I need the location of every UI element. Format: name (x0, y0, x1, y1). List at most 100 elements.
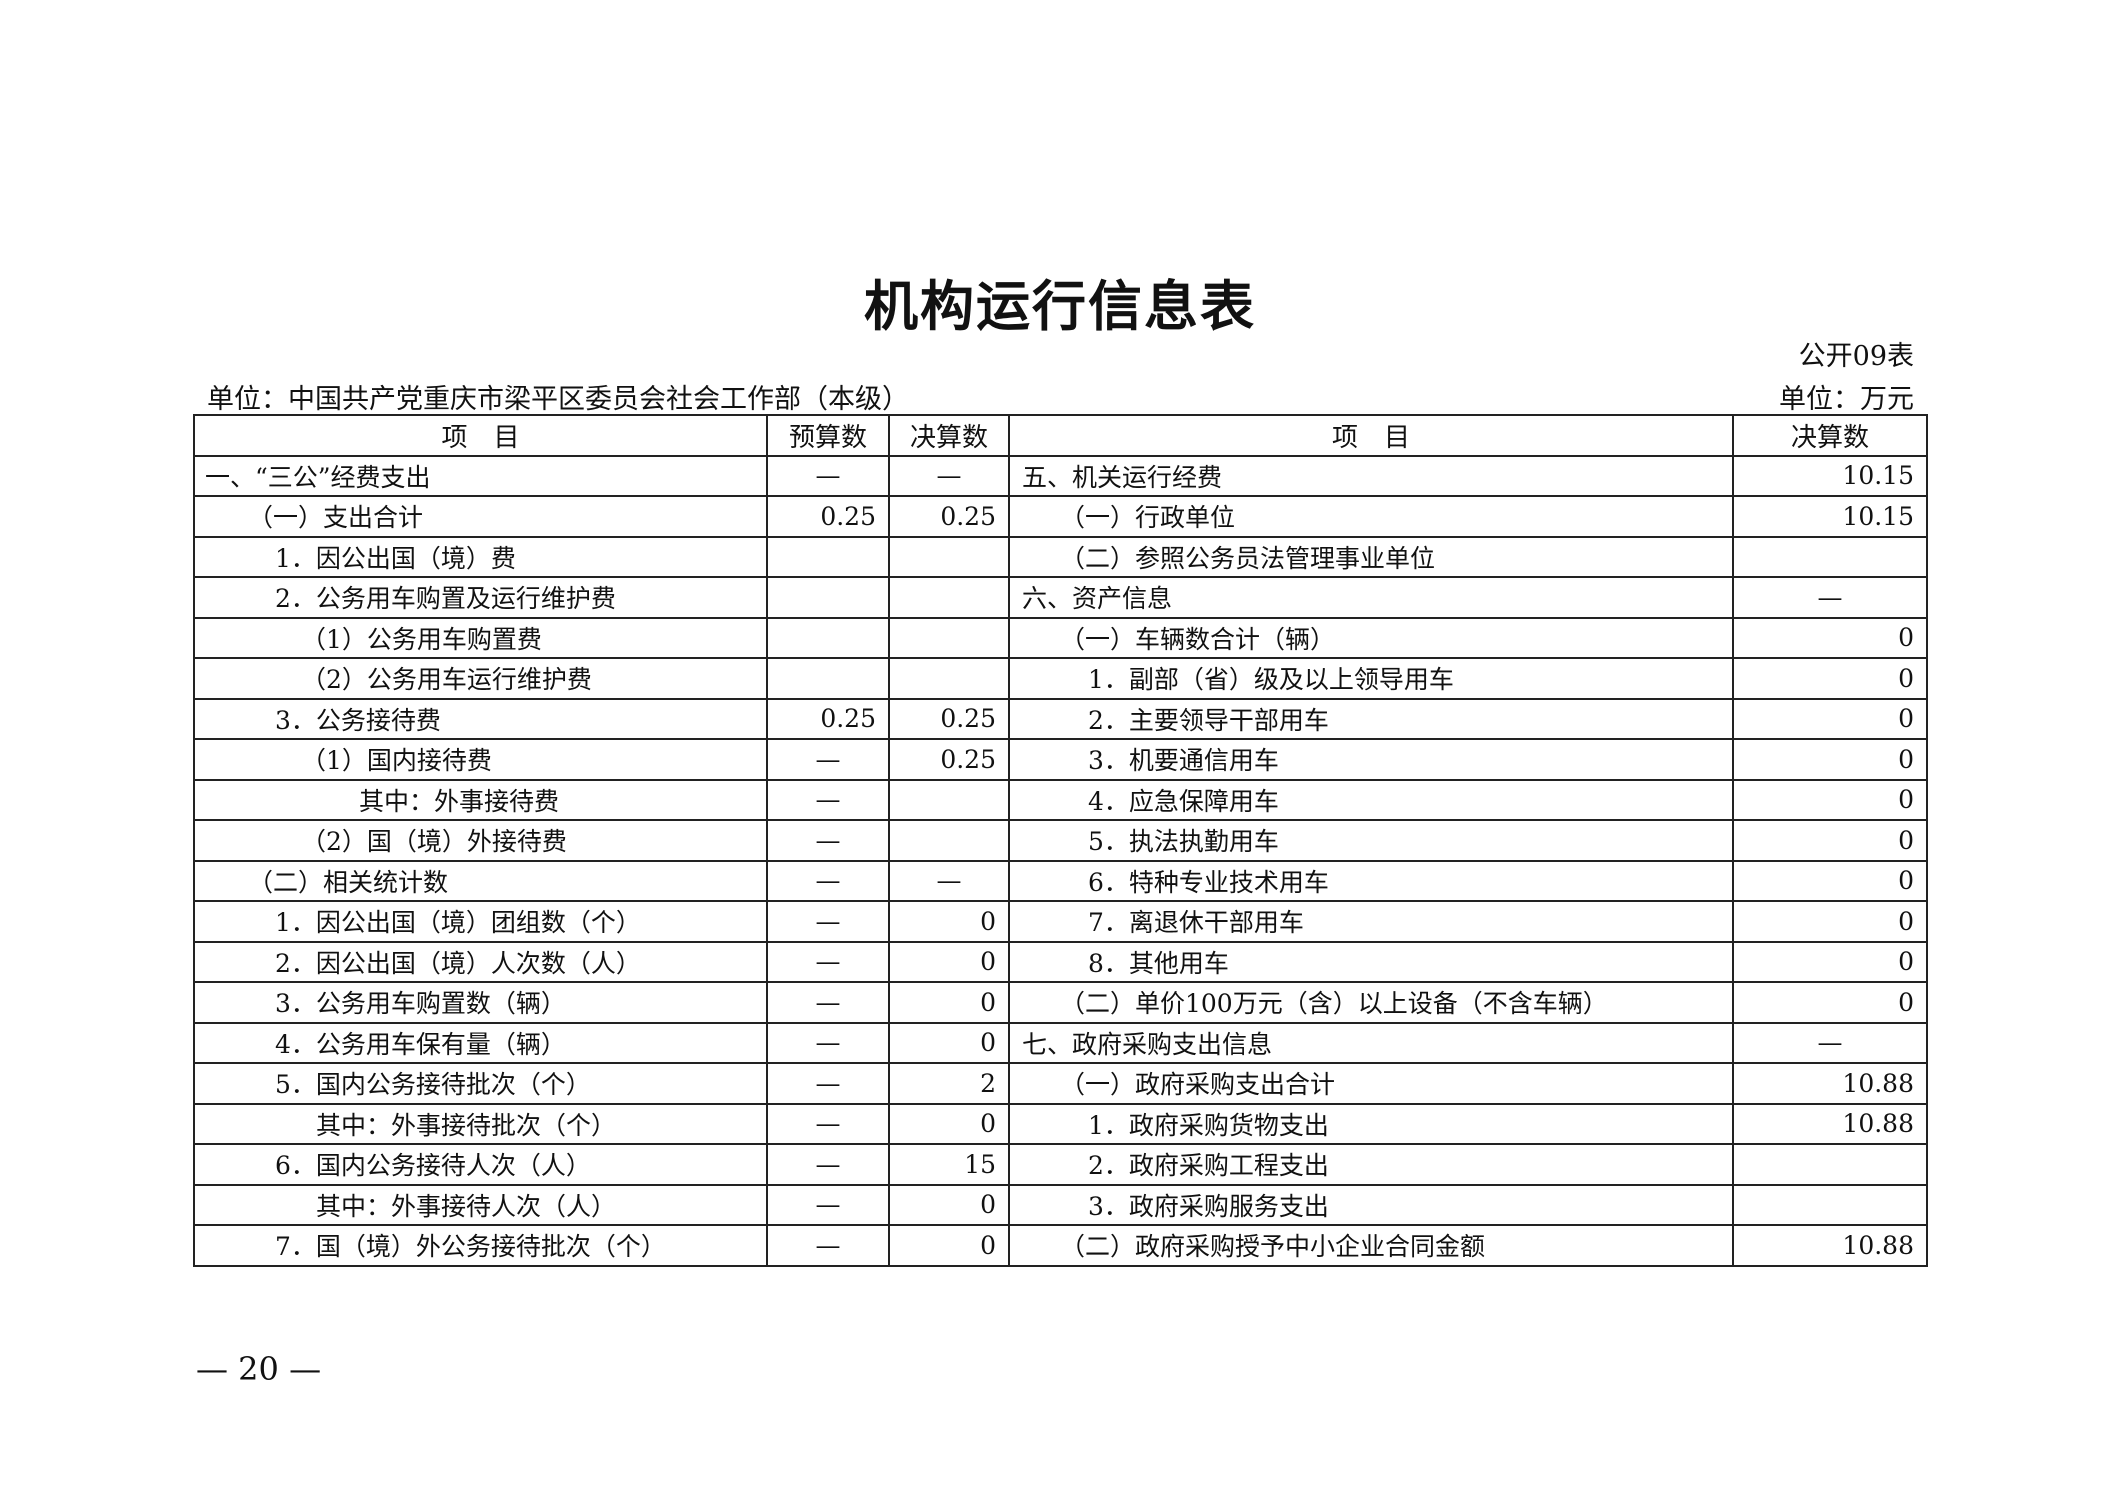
table-row: （1）公务用车购置费 （一）车辆数合计（辆） 0 (193, 616, 1928, 659)
left-final-cell: — (888, 454, 1010, 497)
right-final-cell: 0 (1732, 859, 1928, 902)
left-item-cell: 6．国内公务接待人次（人） (193, 1143, 768, 1186)
table-row: 4．公务用车保有量（辆） —0 七、政府采购支出信息 — (193, 1021, 1928, 1064)
left-final-cell (888, 657, 1010, 700)
table-row: 1．因公出国（境）团组数（个） —0 7．离退休干部用车 0 (193, 900, 1928, 943)
table-row: （2）公务用车运行维护费 1．副部（省）级及以上领导用车 0 (193, 657, 1928, 700)
left-final-cell: 0.25 (888, 738, 1010, 781)
right-item-cell: 7．离退休干部用车 (1008, 900, 1734, 943)
right-final-cell: 0 (1732, 657, 1928, 700)
right-final-cell (1732, 1183, 1928, 1226)
right-final-cell: 10.88 (1732, 1062, 1928, 1105)
left-item-cell: 其中：外事接待费 (193, 778, 768, 821)
left-item-cell: 2．因公出国（境）人次数（人） (193, 940, 768, 983)
budget-cell: — (766, 1021, 890, 1064)
left-item-cell: （1）公务用车购置费 (193, 616, 768, 659)
table-row: 6．国内公务接待人次（人） —15 2．政府采购工程支出 (193, 1143, 1928, 1186)
right-final-cell: 10.88 (1732, 1102, 1928, 1145)
left-item-cell: 一、“三公”经费支出 (193, 454, 768, 497)
budget-cell: — (766, 1143, 890, 1186)
currency-unit: 单位：万元 (1779, 384, 1914, 415)
budget-cell: — (766, 1062, 890, 1105)
left-final-cell: 0 (888, 1102, 1010, 1145)
budget-cell (766, 616, 890, 659)
budget-cell: — (766, 900, 890, 943)
table-header-row: 项 目 预算数 决算数 项 目 决算数 (193, 414, 1928, 457)
budget-cell (766, 535, 890, 578)
right-item-cell: 2．政府采购工程支出 (1008, 1143, 1734, 1186)
budget-cell: — (766, 1102, 890, 1145)
left-item-cell: 5．国内公务接待批次（个） (193, 1062, 768, 1105)
right-item-cell: 6．特种专业技术用车 (1008, 859, 1734, 902)
left-final-cell: 0 (888, 900, 1010, 943)
right-final-cell: 0 (1732, 981, 1928, 1024)
left-item-cell: 3．公务用车购置数（辆） (193, 981, 768, 1024)
right-final-cell: 0 (1732, 900, 1928, 943)
left-item-cell: 7．国（境）外公务接待批次（个） (193, 1224, 768, 1267)
left-final-cell (888, 535, 1010, 578)
budget-cell: — (766, 738, 890, 781)
table-row: 2．公务用车购置及运行维护费 六、资产信息 — (193, 576, 1928, 619)
right-final-cell: 10.15 (1732, 495, 1928, 538)
right-final-cell: 0 (1732, 616, 1928, 659)
left-item-cell: （1）国内接待费 (193, 738, 768, 781)
left-item-cell: （2）公务用车运行维护费 (193, 657, 768, 700)
right-item-cell: 3．机要通信用车 (1008, 738, 1734, 781)
right-item-cell: 七、政府采购支出信息 (1008, 1021, 1734, 1064)
left-final-cell: 0 (888, 981, 1010, 1024)
budget-cell (766, 657, 890, 700)
page-number: — 20 — (196, 1350, 322, 1388)
right-final-cell: 0 (1732, 778, 1928, 821)
budget-cell: 0.25 (766, 697, 890, 740)
table-row: （二）相关统计数 — —6．特种专业技术用车 0 (193, 859, 1928, 902)
right-final-cell: 10.15 (1732, 454, 1928, 497)
budget-cell: — (766, 1183, 890, 1226)
table-row: 5．国内公务接待批次（个） —2 （一）政府采购支出合计 10.88 (193, 1062, 1928, 1105)
table-row: 3．公务接待费 0.25 0.25 2．主要领导干部用车 0 (193, 697, 1928, 740)
right-final-cell (1732, 1143, 1928, 1186)
table-row: 3．公务用车购置数（辆） —0 （二）单价100万元（含）以上设备（不含车辆） 0 (193, 981, 1928, 1024)
right-final-cell: 0 (1732, 940, 1928, 983)
right-item-cell: 2．主要领导干部用车 (1008, 697, 1734, 740)
left-final-cell: 0 (888, 1183, 1010, 1226)
left-item-cell: 1．因公出国（境）团组数（个） (193, 900, 768, 943)
table-row: 2．因公出国（境）人次数（人） —0 8．其他用车 0 (193, 940, 1928, 983)
right-final-cell: 10.88 (1732, 1224, 1928, 1267)
left-final-cell: 2 (888, 1062, 1010, 1105)
left-final-cell (888, 819, 1010, 862)
left-final-cell: 0.25 (888, 495, 1010, 538)
left-item-cell: 2．公务用车购置及运行维护费 (193, 576, 768, 619)
budget-cell: — (766, 859, 890, 902)
reporting-unit: 单位：中国共产党重庆市梁平区委员会社会工作部（本级） (207, 384, 909, 415)
info-table: 项 目 预算数 决算数 项 目 决算数 一、“三公”经费支出 — — 五、机关运行经费… (193, 414, 1928, 1267)
right-final-cell: 0 (1732, 738, 1928, 781)
left-final-cell: 0 (888, 1021, 1010, 1064)
table-row: 其中：外事接待批次（个） —0 1．政府采购货物支出 10.88 (193, 1102, 1928, 1145)
right-item-cell: （二）参照公务员法管理事业单位 (1008, 535, 1734, 578)
left-item-cell: （一）支出合计 (193, 495, 768, 538)
right-item-cell: 1．政府采购货物支出 (1008, 1102, 1734, 1145)
left-final-cell (888, 616, 1010, 659)
budget-cell: — (766, 778, 890, 821)
left-final-cell (888, 778, 1010, 821)
left-final-cell: 0.25 (888, 697, 1010, 740)
right-item-cell: （一）车辆数合计（辆） (1008, 616, 1734, 659)
header-budget: 预算数 (766, 414, 890, 457)
right-item-cell: （二）政府采购授予中小企业合同金额 (1008, 1224, 1734, 1267)
left-final-cell: 0 (888, 940, 1010, 983)
table-row: （1）国内接待费 —0.25 3．机要通信用车 0 (193, 738, 1928, 781)
left-item-cell: 1．因公出国（境）费 (193, 535, 768, 578)
right-item-cell: （一）政府采购支出合计 (1008, 1062, 1734, 1105)
left-item-cell: （二）相关统计数 (193, 859, 768, 902)
budget-cell (766, 576, 890, 619)
budget-cell: — (766, 940, 890, 983)
right-item-cell: 五、机关运行经费 (1008, 454, 1734, 497)
right-final-cell: 0 (1732, 819, 1928, 862)
table-row: 1．因公出国（境）费 （二）参照公务员法管理事业单位 (193, 535, 1928, 578)
header-item-right: 项 目 (1008, 414, 1734, 457)
table-row: 一、“三公”经费支出 — — 五、机关运行经费 10.15 (193, 454, 1928, 497)
right-final-cell (1732, 535, 1928, 578)
left-item-cell: 其中：外事接待批次（个） (193, 1102, 768, 1145)
header-final-left: 决算数 (888, 414, 1010, 457)
budget-cell: — (766, 819, 890, 862)
